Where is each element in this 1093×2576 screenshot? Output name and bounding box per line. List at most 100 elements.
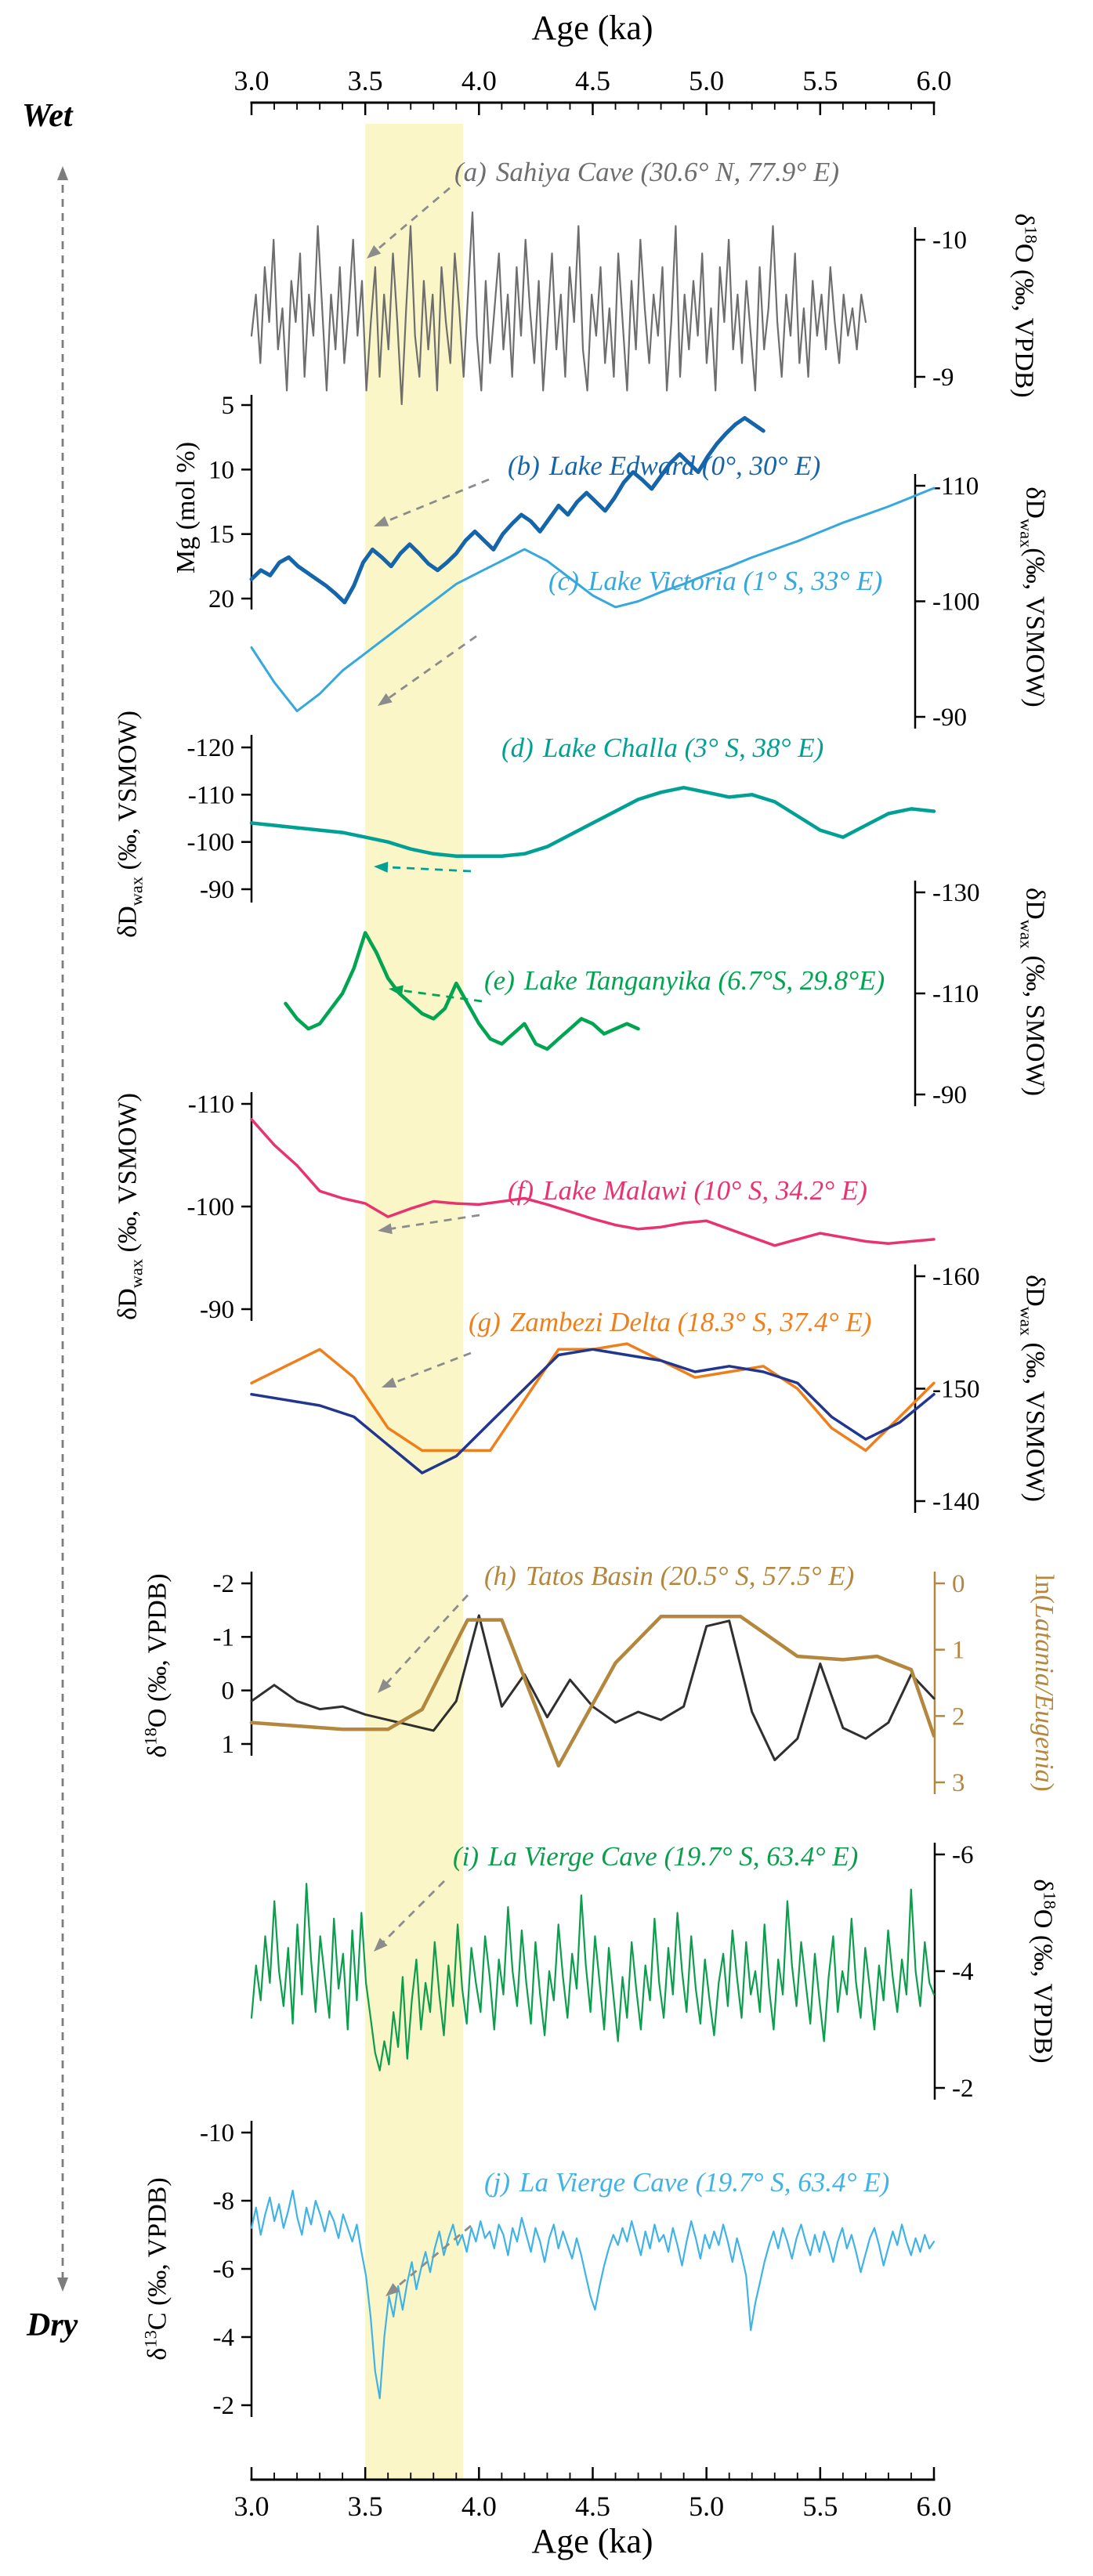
axis-h-left: -2 -1 0 1 <box>213 1570 253 1759</box>
axis-label-h-left: δ18O (‰, VPDB) <box>140 1573 172 1758</box>
svg-text:-9: -9 <box>932 364 954 392</box>
svg-text:3.0: 3.0 <box>234 65 270 96</box>
series-c-0 <box>250 487 936 713</box>
svg-text:-90: -90 <box>200 876 234 904</box>
svg-text:3.5: 3.5 <box>348 65 383 96</box>
svg-text:-1: -1 <box>213 1623 235 1652</box>
axis-label-g-right: δDwax (‰, VSMOW) <box>1016 1275 1050 1502</box>
svg-text:-130: -130 <box>932 879 980 907</box>
svg-text:-110: -110 <box>188 781 234 809</box>
panel-j-letter: (j) <box>484 2167 511 2198</box>
svg-text:1: 1 <box>952 1637 965 1665</box>
top-axis: 3.0 3.5 4.0 4.5 5.0 5.5 6.0 <box>234 65 952 115</box>
pointer-arrow <box>57 166 68 2292</box>
panel-h-title: (h) Tatos Basin (20.5° S, 57.5° E) <box>484 1561 854 1592</box>
svg-text:5.5: 5.5 <box>802 2491 838 2522</box>
series-g-0 <box>250 1342 936 1453</box>
bottom-axis-title: Age (ka) <box>531 2522 653 2560</box>
svg-text:1: 1 <box>222 1731 235 1759</box>
svg-text:5.5: 5.5 <box>802 65 838 96</box>
svg-text:-6: -6 <box>952 1841 974 1869</box>
svg-text:-10: -10 <box>200 2119 234 2147</box>
series-j-0 <box>250 2189 936 2400</box>
axis-a-right: -10 -9 <box>914 226 967 392</box>
axis-label-f-left: δDwax (‰, VSMOW) <box>113 1093 147 1320</box>
svg-text:3.5: 3.5 <box>348 2491 383 2522</box>
svg-text:-100: -100 <box>187 829 235 857</box>
top-axis-title: Age (ka) <box>531 9 653 47</box>
svg-text:-2: -2 <box>952 2075 974 2103</box>
pointer-arrow <box>378 635 477 706</box>
panel-a-title: (a) Sahiya Cave (30.6° N, 77.9° E) <box>454 157 839 188</box>
svg-text:-4: -4 <box>952 1958 974 1986</box>
svg-text:-8: -8 <box>213 2187 235 2216</box>
svg-text:-90: -90 <box>932 1081 967 1109</box>
panel-b-letter: (b) <box>508 450 540 481</box>
axis-label-e-right: δDwax (‰, SMOW) <box>1016 888 1050 1096</box>
panel-h-name: Tatos Basin (20.5° S, 57.5° E) <box>525 1561 855 1591</box>
panel-c-title: (c) Lake Victoria (1° S, 33° E) <box>548 566 882 597</box>
panel-g-title: (g) Zambezi Delta (18.3° S, 37.4° E) <box>469 1307 871 1338</box>
series-e-0 <box>284 931 640 1051</box>
pointer-arrow <box>382 1351 472 1388</box>
dry-label: Dry <box>27 2307 78 2343</box>
pointer-arrow <box>374 478 490 526</box>
svg-text:-150: -150 <box>932 1376 980 1404</box>
panel-d-letter: (d) <box>501 733 534 763</box>
panel-c-name: Lake Victoria (1° S, 33° E) <box>588 566 883 596</box>
svg-text:-90: -90 <box>932 704 967 732</box>
panel-i-letter: (i) <box>453 1841 480 1872</box>
panel-f-title: (f) Lake Malawi (10° S, 34.2° E) <box>508 1175 867 1207</box>
series-d-0 <box>249 786 936 859</box>
panel-b-name: Lake Edward (0°, 30° E) <box>548 450 821 481</box>
panel-h-letter: (h) <box>484 1561 516 1591</box>
panel-f-letter: (f) <box>508 1175 534 1206</box>
svg-text:-6: -6 <box>213 2256 235 2284</box>
pointer-arrow <box>374 861 472 873</box>
panel-e-title: (e) Lake Tanganyika (6.7°S, 29.8°E) <box>484 965 885 997</box>
highlight-band <box>365 124 464 2480</box>
panel-d-name: Lake Challa (3° S, 38° E) <box>542 733 824 763</box>
panel-a-letter: (a) <box>454 157 487 187</box>
svg-text:-110: -110 <box>932 980 979 1008</box>
svg-text:-120: -120 <box>187 734 235 762</box>
svg-text:6.0: 6.0 <box>917 2491 952 2522</box>
panel-a-name: Sahiya Cave (30.6° N, 77.9° E) <box>495 157 840 187</box>
svg-text:-140: -140 <box>932 1488 980 1516</box>
panel-e-name: Lake Tanganyika (6.7°S, 29.8°E) <box>523 965 885 996</box>
series-h-0 <box>250 1614 936 1761</box>
svg-text:5: 5 <box>222 392 235 420</box>
axis-label-h-right: ln(Latania/Eugenia) <box>1030 1574 1059 1792</box>
svg-text:5.0: 5.0 <box>689 2491 724 2522</box>
panel-i-name: La Vierge Cave (19.7° S, 63.4° E) <box>488 1841 859 1872</box>
pointer-arrow <box>385 2224 472 2296</box>
svg-text:-100: -100 <box>932 588 980 617</box>
svg-text:0: 0 <box>222 1677 235 1706</box>
axis-label-a-right: δ18O (‰, VPDB) <box>1009 213 1041 398</box>
pointer-arrow <box>378 1214 480 1235</box>
axis-f-left: -110 -100 -90 <box>187 1091 253 1324</box>
svg-text:4.0: 4.0 <box>461 65 497 96</box>
panel-d-title: (d) Lake Challa (3° S, 38° E) <box>501 733 823 764</box>
axis-d-left: -120 -110 -100 -90 <box>187 734 253 904</box>
panel-g-letter: (g) <box>469 1307 501 1337</box>
svg-text:4.5: 4.5 <box>575 2491 610 2522</box>
svg-text:-110: -110 <box>188 1091 234 1119</box>
pointer-arrow <box>389 985 483 1003</box>
series-i-0 <box>250 1883 936 2071</box>
svg-text:10: 10 <box>208 456 234 484</box>
axis-i-right: -6 -4 -2 <box>933 1841 974 2103</box>
svg-text:20: 20 <box>208 585 234 613</box>
panel-b-title: (b) Lake Edward (0°, 30° E) <box>508 450 820 482</box>
axis-label-b-left: Mg (mol %) <box>172 441 201 574</box>
svg-text:-160: -160 <box>932 1263 980 1291</box>
pointer-arrow <box>367 186 451 259</box>
svg-text:-4: -4 <box>213 2324 235 2352</box>
wet-label: Wet <box>22 98 73 134</box>
bottom-axis: 3.0 3.5 4.0 4.5 5.0 5.5 6.0 <box>234 2467 952 2522</box>
panel-i-title: (i) La Vierge Cave (19.7° S, 63.4° E) <box>453 1841 858 1872</box>
svg-text:3.0: 3.0 <box>234 2491 270 2522</box>
svg-text:5.0: 5.0 <box>689 65 724 96</box>
svg-text:-10: -10 <box>932 226 967 255</box>
